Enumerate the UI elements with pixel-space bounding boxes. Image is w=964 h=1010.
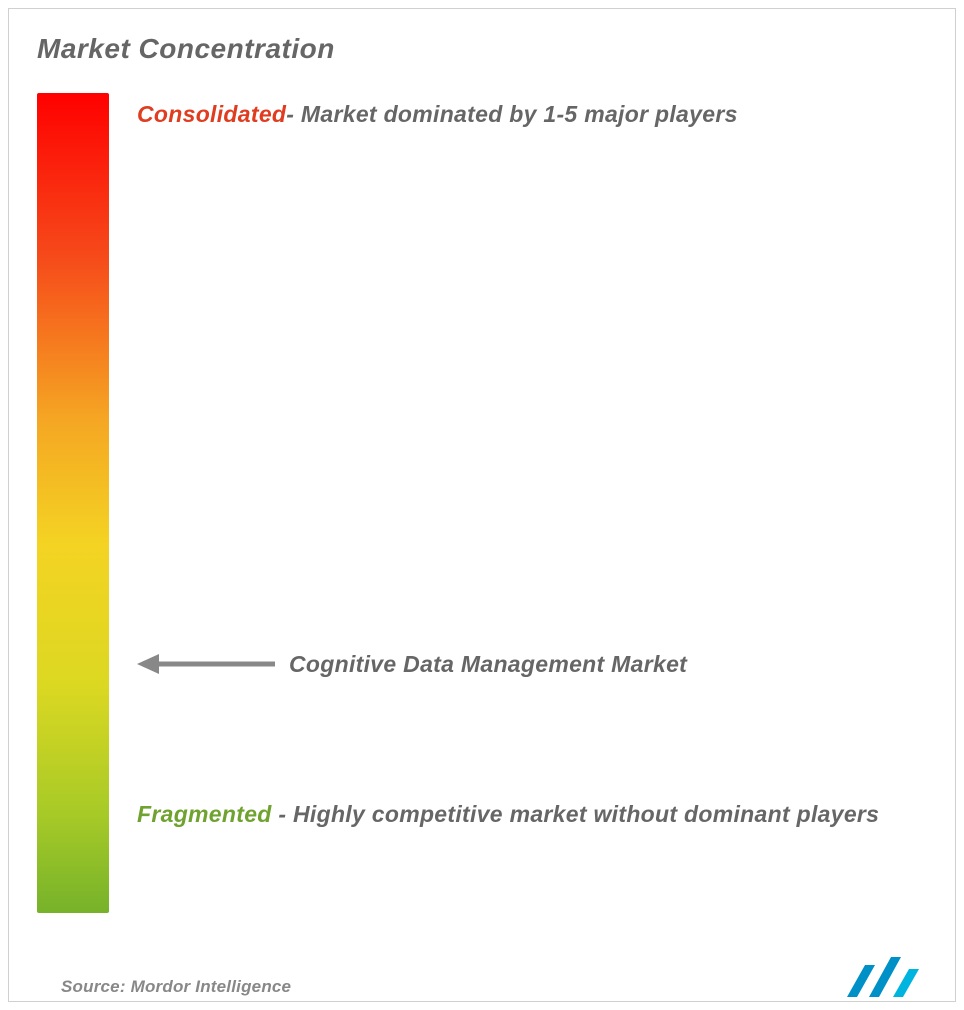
fragmented-description: Fragmented - Highly competitive market w… (137, 793, 927, 837)
consolidated-label: Consolidated (137, 101, 286, 127)
brand-logo-icon (847, 953, 927, 997)
footer: Source: Mordor Intelligence (61, 953, 927, 997)
text-area: Consolidated- Market dominated by 1-5 ma… (137, 93, 927, 913)
market-position-marker: Cognitive Data Management Market (137, 651, 927, 678)
chart-title: Market Concentration (37, 33, 927, 65)
market-position-label: Cognitive Data Management Market (289, 651, 687, 678)
fragmented-text: - Highly competitive market without domi… (278, 801, 879, 827)
arrow-left-icon (137, 651, 277, 677)
concentration-gradient-bar (37, 93, 109, 913)
content-row: Consolidated- Market dominated by 1-5 ma… (37, 93, 927, 913)
consolidated-text: - Market dominated by 1-5 major players (286, 101, 737, 127)
infographic-frame: Market Concentration Consolidated- Marke… (8, 8, 956, 1002)
fragmented-label: Fragmented (137, 801, 272, 827)
consolidated-description: Consolidated- Market dominated by 1-5 ma… (137, 93, 927, 137)
source-attribution: Source: Mordor Intelligence (61, 977, 291, 997)
